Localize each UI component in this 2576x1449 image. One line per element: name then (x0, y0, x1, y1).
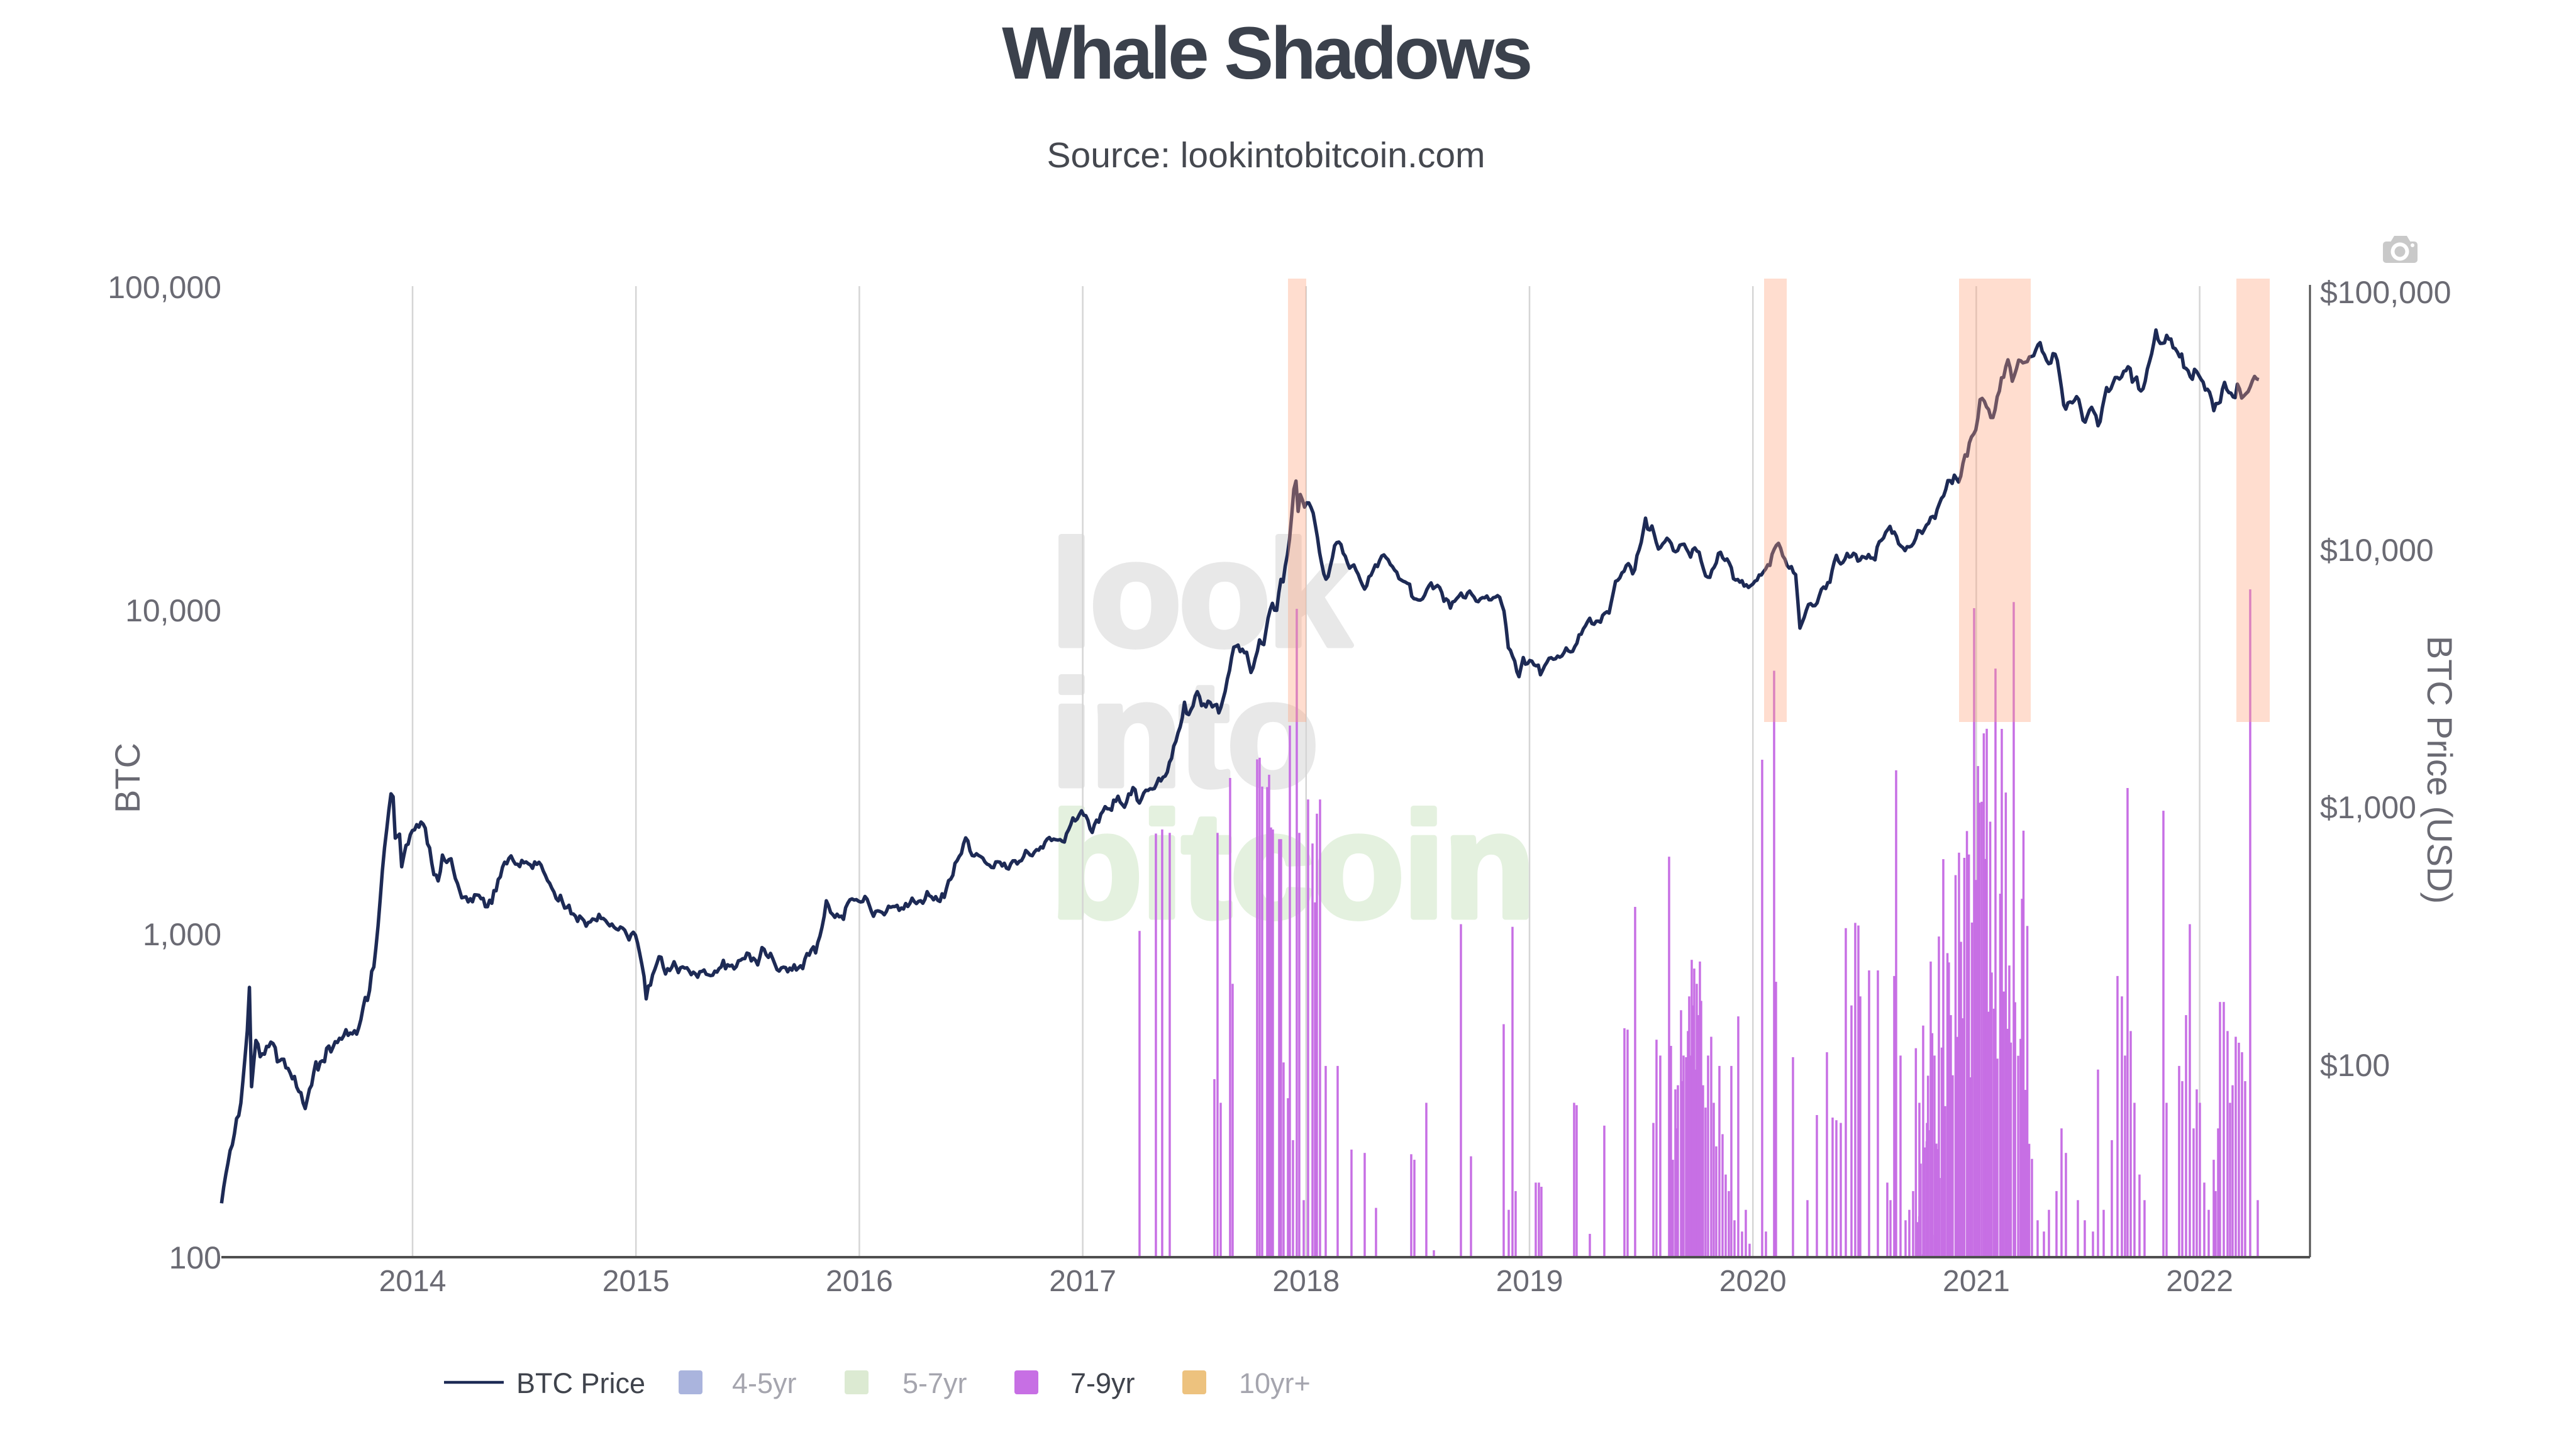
svg-text:Source: lookintobitcoin.com: Source: lookintobitcoin.com (1046, 135, 1485, 175)
svg-text:into: into (1051, 651, 1316, 818)
svg-text:2015: 2015 (602, 1265, 670, 1298)
svg-text:5-7yr: 5-7yr (902, 1367, 967, 1399)
svg-text:$1,000: $1,000 (2320, 790, 2416, 825)
svg-text:bitcoin: bitcoin (1051, 782, 1534, 949)
svg-text:BTC Price: BTC Price (516, 1367, 645, 1399)
svg-text:$100: $100 (2320, 1048, 2390, 1083)
svg-text:BTC: BTC (108, 743, 147, 813)
svg-text:2017: 2017 (1049, 1265, 1116, 1298)
svg-text:2019: 2019 (1496, 1265, 1563, 1298)
svg-text:2022: 2022 (2166, 1265, 2233, 1298)
svg-text:4-5yr: 4-5yr (732, 1367, 797, 1399)
svg-text:2020: 2020 (1719, 1265, 1787, 1298)
svg-text:10,000: 10,000 (125, 593, 221, 628)
svg-text:100,000: 100,000 (108, 270, 221, 305)
svg-text:1,000: 1,000 (143, 917, 221, 952)
svg-text:2021: 2021 (1943, 1265, 2010, 1298)
svg-text:10yr+: 10yr+ (1239, 1367, 1311, 1399)
svg-text:BTC Price (USD): BTC Price (USD) (2420, 636, 2460, 904)
svg-text:100: 100 (169, 1240, 221, 1275)
svg-text:2016: 2016 (826, 1265, 893, 1298)
svg-text:Whale Shadows: Whale Shadows (1002, 12, 1530, 95)
svg-text:2018: 2018 (1272, 1265, 1340, 1298)
svg-text:7-9yr: 7-9yr (1070, 1367, 1135, 1399)
svg-text:$100,000: $100,000 (2320, 275, 2451, 310)
svg-text:2014: 2014 (379, 1265, 447, 1298)
svg-text:$10,000: $10,000 (2320, 533, 2434, 568)
